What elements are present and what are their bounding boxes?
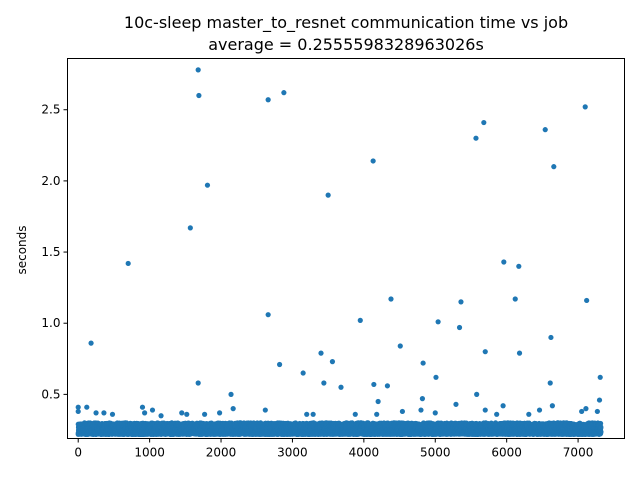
y-axis-label: seconds [15,225,29,274]
chart-subtitle: average = 0.2555598328963026s [208,35,484,54]
chart-title: 10c-sleep master_to_resnet communication… [124,13,568,33]
plot-area [75,67,604,437]
